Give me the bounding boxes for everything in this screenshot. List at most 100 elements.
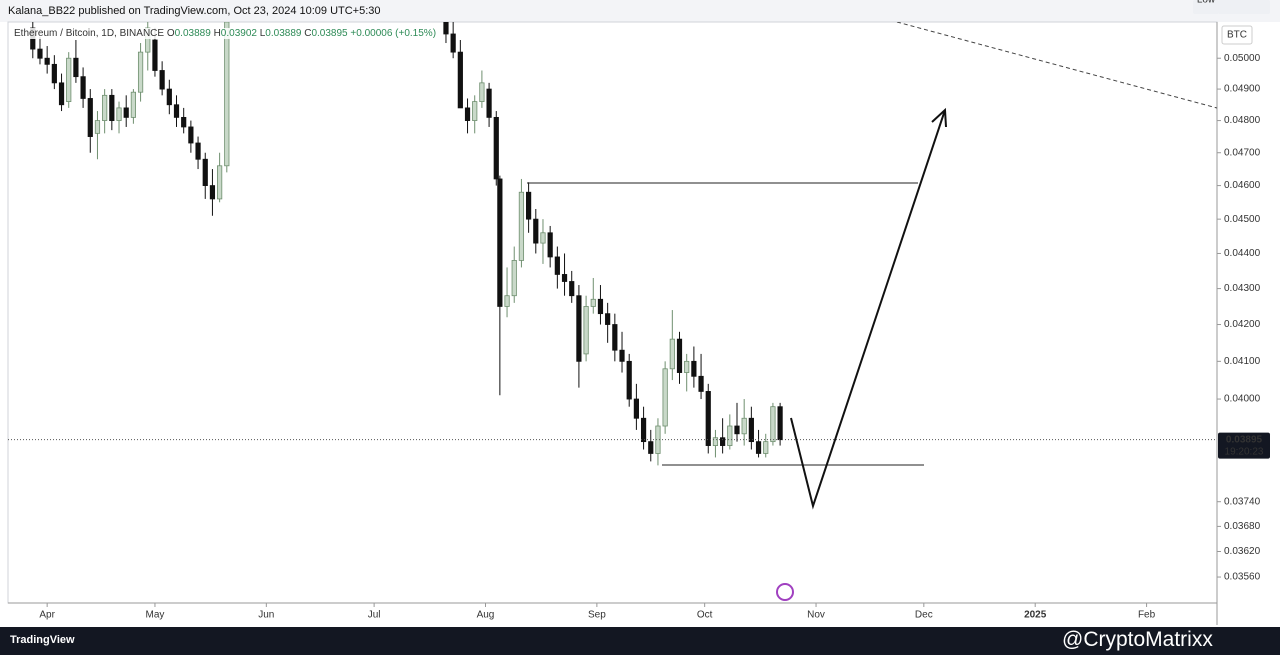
plot-area: [7, 21, 1218, 604]
y-tick-label: 0.04300: [1224, 283, 1261, 294]
candle-body: [676, 338, 683, 373]
candle-body: [748, 417, 754, 443]
ohlc-value: 0.03902: [220, 28, 257, 39]
trend-line: [896, 22, 1217, 109]
candle-body: [561, 274, 568, 282]
candle-body: [195, 142, 201, 160]
y-tick-label: 0.04200: [1224, 319, 1261, 330]
candle-body: [540, 232, 546, 244]
candle-body: [457, 51, 463, 109]
candle-body: [640, 417, 647, 443]
drawings: [527, 22, 1217, 601]
x-tick-label: Jun: [258, 610, 274, 621]
ohlc-value: 0.03895: [311, 28, 348, 39]
y-tick-label: 0.03740: [1224, 496, 1261, 507]
x-tick-label: Dec: [915, 610, 933, 621]
candle-body: [533, 218, 539, 244]
candle-body: [145, 27, 151, 53]
brand: TradingView: [10, 634, 75, 646]
projection-arrow: [790, 109, 946, 510]
candle-body: [597, 298, 604, 315]
x-tick-label: Aug: [477, 610, 495, 621]
y-tick-label: 0.03620: [1224, 546, 1261, 557]
candle-body: [698, 375, 704, 392]
candle-body: [159, 70, 165, 90]
candle-body: [648, 441, 654, 454]
candle-body: [94, 120, 101, 134]
candle-body: [626, 360, 632, 400]
currency: BTC: [1227, 30, 1247, 41]
y-tick-label: 0.04600: [1224, 180, 1261, 191]
legend: Ethereum / Bitcoin, 1D, BINANCE O0.03889…: [14, 28, 437, 39]
candle-body: [152, 39, 158, 71]
candle-body: [504, 295, 510, 307]
candle-body: [669, 338, 675, 370]
watermark: @CryptoMatrixx: [1062, 628, 1213, 651]
publish-bar: Kalana_BB22 published on TradingView.com…: [0, 0, 1280, 22]
candle-body: [720, 437, 726, 446]
candle-body: [450, 33, 456, 53]
y-tick-label: 0.05000: [1224, 53, 1261, 64]
x-tick-label: Feb: [1138, 610, 1156, 621]
x-tick-label: Jul: [368, 610, 381, 621]
x-tick-label: Sep: [588, 610, 606, 621]
publish-text: Kalana_BB22 published on TradingView.com…: [8, 5, 381, 17]
y-tick-label: 0.04900: [1224, 84, 1261, 95]
candle-body: [633, 398, 639, 419]
arrow-head: [931, 107, 947, 128]
candle-body: [612, 324, 618, 351]
candle-body: [526, 191, 532, 220]
candle-body: [87, 98, 93, 137]
candle-body: [44, 57, 50, 65]
candle-body: [619, 349, 625, 362]
candle-body: [109, 94, 115, 121]
y-tick-label: 0.03560: [1224, 572, 1261, 583]
candle-body: [202, 158, 208, 186]
candle-body: [181, 116, 187, 128]
candles: [30, 22, 783, 466]
change: +0.00006 (+0.15%): [350, 28, 437, 39]
candle-body: [51, 63, 57, 84]
candle-body: [691, 360, 697, 377]
candle-body: [479, 82, 485, 103]
x-tick-label: Oct: [697, 610, 713, 621]
candle-body: [590, 298, 596, 307]
ohlc-value: 0.03889: [174, 28, 211, 39]
candle-body: [576, 295, 582, 362]
y-tick-label: 0.04500: [1224, 214, 1261, 225]
currency-box: [1221, 25, 1253, 45]
ohlc-key: L: [259, 28, 266, 39]
candle-body: [166, 88, 172, 106]
symbol-title: Ethereum / Bitcoin, 1D, BINANCE: [14, 28, 165, 39]
x-tick-label: 2025: [1024, 610, 1047, 621]
candle-body: [137, 51, 144, 93]
candle-body: [712, 437, 719, 446]
event-icon: [776, 583, 794, 601]
ohlc-key: H: [213, 28, 221, 39]
candle-body: [547, 232, 553, 258]
candle-body: [116, 107, 122, 121]
candle-body: [511, 260, 517, 297]
candle-body: [209, 185, 216, 200]
candle-body: [493, 116, 499, 180]
candle-body: [102, 94, 108, 121]
y-tick-label: 0.04800: [1224, 115, 1261, 126]
candle-body: [518, 191, 525, 261]
candle-body: [583, 306, 589, 355]
ohlc-key: O: [166, 28, 175, 39]
x-tick-label: Nov: [807, 610, 825, 621]
y-tick-label: 0.03680: [1224, 521, 1261, 532]
candle-body: [443, 22, 449, 35]
x-tick-label: May: [145, 610, 164, 621]
candle-body: [130, 91, 136, 118]
candle-body: [73, 57, 79, 78]
candle-body: [224, 22, 230, 167]
ohlc-value: 0.03889: [265, 28, 302, 39]
low-tag-box: [1193, 0, 1219, 14]
candle-body: [80, 76, 86, 99]
candle-body: [217, 165, 223, 200]
candle-body: [655, 425, 661, 454]
ohlc: O0.03889 H0.03902 L0.03889 C0.03895: [167, 28, 351, 39]
candle-body: [777, 406, 783, 441]
low-tag: Low: [1197, 0, 1216, 6]
